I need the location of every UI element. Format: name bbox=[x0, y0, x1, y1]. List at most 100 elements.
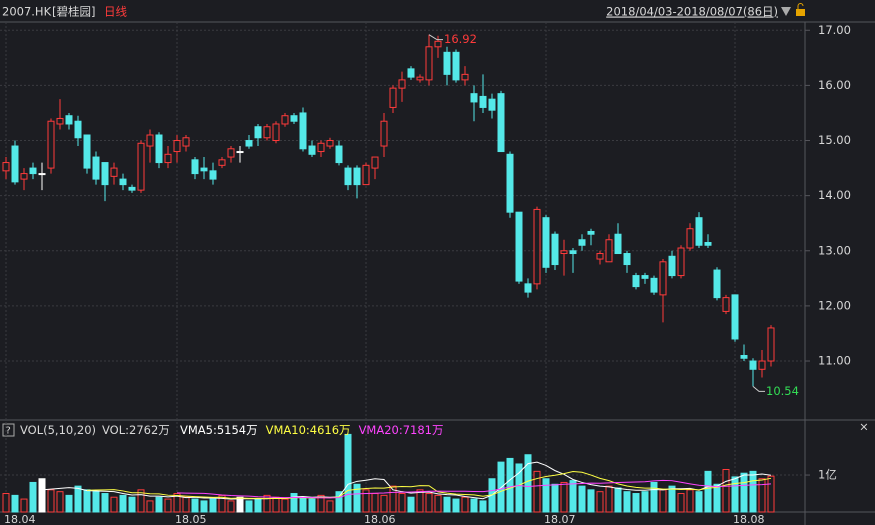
candle-body bbox=[83, 134, 91, 169]
y-tick-label: 15.00 bbox=[818, 133, 851, 147]
y-tick-label: 14.00 bbox=[818, 188, 851, 202]
help-icon[interactable]: ? bbox=[6, 426, 11, 437]
vol-value: VOL:2762万 bbox=[102, 423, 170, 437]
x-tick-label: 18.05 bbox=[175, 513, 207, 525]
candle-body bbox=[443, 51, 451, 75]
vol-title: VOL(5,10,20) bbox=[20, 423, 96, 437]
volume-bar bbox=[416, 489, 424, 513]
volume-bar bbox=[182, 496, 190, 513]
candle-body bbox=[722, 297, 730, 312]
volume-bar bbox=[200, 500, 208, 513]
candle-body bbox=[155, 134, 163, 164]
candle-body bbox=[569, 250, 577, 255]
volume-bar bbox=[308, 498, 316, 513]
candle-body bbox=[677, 247, 685, 277]
close-pane[interactable]: × bbox=[859, 420, 869, 434]
volume-bar bbox=[740, 472, 748, 513]
candle-body bbox=[263, 126, 271, 139]
volume-bar bbox=[533, 470, 541, 513]
candle-body bbox=[506, 153, 514, 213]
candle-body bbox=[560, 250, 568, 255]
volume-bar bbox=[398, 493, 406, 513]
volume-bar bbox=[29, 481, 37, 513]
volume-bar bbox=[227, 500, 235, 513]
volume-bar bbox=[20, 498, 28, 513]
candle-body bbox=[254, 126, 262, 139]
volume-bar bbox=[578, 485, 586, 513]
volume-bar bbox=[290, 493, 298, 513]
volume-bar bbox=[596, 491, 604, 513]
volume-bar bbox=[173, 493, 181, 513]
volume-bar bbox=[542, 478, 550, 513]
candle-body bbox=[416, 76, 424, 81]
lock-icon[interactable] bbox=[796, 9, 805, 16]
candle-body bbox=[398, 79, 406, 89]
volume-bar bbox=[470, 498, 478, 513]
volume-bar bbox=[353, 483, 361, 513]
candle-body bbox=[182, 137, 190, 147]
candle-body bbox=[380, 120, 388, 147]
period: 日线 bbox=[104, 5, 127, 19]
volume-bar bbox=[65, 494, 73, 513]
volume-bar bbox=[605, 485, 613, 513]
candle-body bbox=[758, 360, 766, 370]
candle-body bbox=[47, 120, 55, 169]
volume-bar bbox=[380, 494, 388, 513]
x-tick-label: 18.08 bbox=[733, 513, 765, 525]
help-box[interactable] bbox=[2, 423, 15, 437]
volume-bar bbox=[614, 487, 622, 513]
candle-body bbox=[245, 140, 253, 147]
candle-body bbox=[290, 115, 298, 122]
volume-bar bbox=[479, 500, 487, 513]
candle-body bbox=[434, 40, 442, 48]
candle-body bbox=[389, 87, 397, 108]
candle-body bbox=[488, 98, 496, 111]
volume-bar bbox=[371, 493, 379, 513]
candle-body bbox=[686, 228, 694, 249]
candle-body bbox=[497, 93, 505, 153]
volume-bar bbox=[389, 485, 397, 513]
lock-shackle bbox=[797, 3, 804, 9]
candle-body bbox=[74, 120, 82, 139]
dropdown-arrow[interactable] bbox=[781, 7, 791, 16]
candle-body bbox=[164, 153, 172, 164]
volume-bar bbox=[236, 496, 244, 513]
candle-body bbox=[731, 294, 739, 340]
candle-body bbox=[29, 167, 37, 175]
legend-entry: VMA5:5154万 bbox=[180, 423, 258, 437]
volume-bar bbox=[110, 496, 118, 513]
volume-bar bbox=[443, 496, 451, 513]
candle-body bbox=[236, 151, 244, 154]
volume-bar bbox=[677, 493, 685, 513]
volume-bar bbox=[668, 485, 676, 513]
candle-body bbox=[173, 140, 181, 153]
vma-line bbox=[86, 471, 772, 500]
candle-body bbox=[308, 145, 316, 155]
candle-body bbox=[623, 253, 631, 266]
candle-body bbox=[191, 159, 199, 175]
volume-bar bbox=[2, 493, 10, 513]
volume-bar bbox=[155, 496, 163, 513]
candle-body bbox=[704, 241, 712, 246]
candle-body bbox=[596, 253, 604, 260]
y-tick-label: 12.00 bbox=[818, 298, 851, 312]
volume-bar bbox=[434, 494, 442, 513]
candle-body bbox=[524, 283, 532, 293]
volume-bar bbox=[659, 489, 667, 513]
volume-bar bbox=[299, 496, 307, 513]
volume-bar bbox=[164, 498, 172, 513]
volume-bar bbox=[551, 483, 559, 513]
candle-body bbox=[65, 115, 73, 125]
candle-body bbox=[146, 134, 154, 147]
volume-bar bbox=[704, 470, 712, 513]
candle-body bbox=[362, 164, 370, 186]
volume-bar bbox=[38, 478, 46, 513]
x-tick-label: 18.07 bbox=[544, 513, 576, 525]
candle-body bbox=[479, 95, 487, 108]
volume-bar bbox=[749, 470, 757, 513]
candle-body bbox=[407, 68, 415, 78]
candle-body bbox=[344, 167, 352, 186]
date-range[interactable]: 2018/04/03-2018/08/07(86日) bbox=[606, 5, 778, 19]
